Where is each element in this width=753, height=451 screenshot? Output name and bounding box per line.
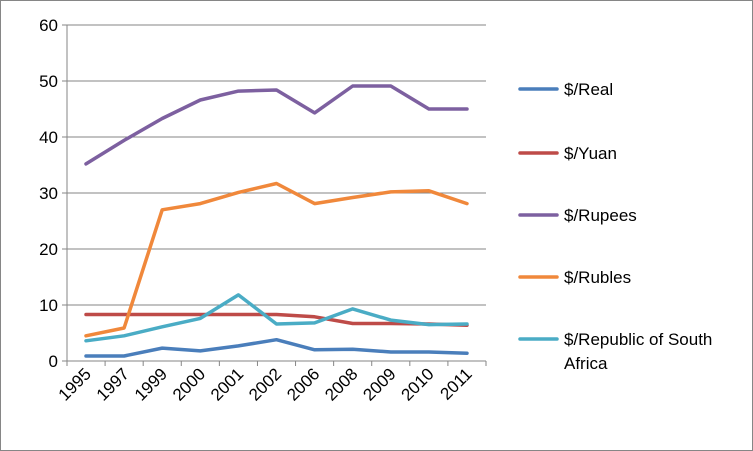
x-tick-label: 2008 — [321, 364, 361, 404]
series-line-3 — [84, 84, 469, 166]
legend-label: $/Real — [564, 80, 613, 99]
legend: $/Real $/Yuan $/Rupees $/Rubles $/Republic o… — [518, 80, 712, 373]
y-tick-label: 30 — [39, 184, 58, 203]
y-tick-label: 10 — [39, 296, 58, 315]
x-tick-label: 2002 — [245, 364, 285, 404]
x-tick-label: 2010 — [398, 364, 438, 404]
y-tick-label: 60 — [39, 16, 58, 35]
x-tick-label: 2006 — [283, 364, 323, 404]
y-tick-label: 20 — [39, 240, 58, 259]
y-tick-label: 40 — [39, 128, 58, 147]
gridlines — [67, 24, 486, 306]
x-axis-tick-labels: 1995199719992000200120022006200820092010… — [55, 364, 476, 404]
y-tick-label: 0 — [49, 352, 58, 371]
x-tick-label: 2011 — [436, 364, 475, 403]
legend-label: $/Rubles — [564, 268, 631, 287]
y-axis-tick-labels: 0 10 20 30 40 50 60 — [39, 16, 58, 371]
x-tick-label: 1997 — [93, 364, 133, 404]
legend-label: $/Republic of South Africa — [564, 330, 712, 373]
legend-label: $/Yuan — [564, 144, 617, 163]
series-lines — [84, 84, 469, 358]
x-tick-label: 2009 — [359, 364, 399, 404]
axes — [62, 24, 487, 366]
series-line-2 — [84, 312, 469, 327]
series-line-5 — [84, 293, 469, 343]
series-line-4 — [84, 181, 469, 338]
x-tick-label: 2000 — [169, 364, 209, 404]
x-tick-label: 1995 — [55, 364, 95, 404]
x-tick-label: 1999 — [131, 364, 171, 404]
x-tick-label: 2001 — [207, 364, 247, 404]
legend-label: $/Rupees — [564, 206, 637, 225]
series-line-1 — [84, 337, 469, 358]
y-tick-label: 50 — [39, 72, 58, 91]
